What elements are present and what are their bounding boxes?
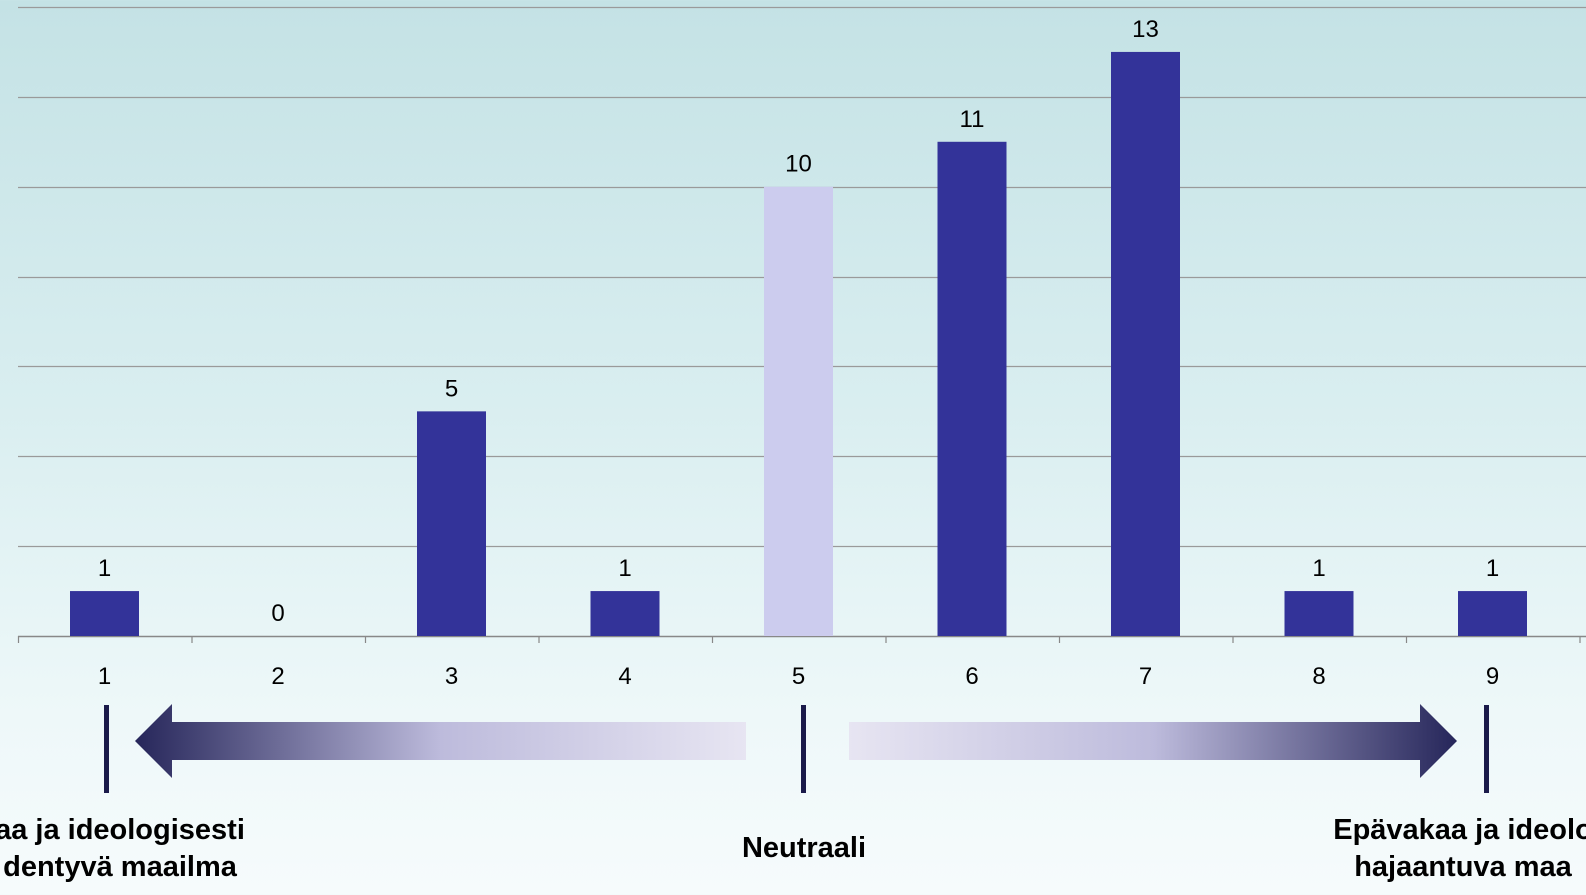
x-tick-label: 3 [445,663,458,690]
x-tick-label: 8 [1312,663,1325,690]
x-tick-label: 2 [271,663,284,690]
bars [70,51,1527,637]
x-tick-label: 1 [98,663,111,690]
bar [1111,51,1180,636]
right-marker [1484,705,1489,793]
data-label: 0 [271,600,284,627]
right-scale-label-line-2: hajaantuva maa [1354,851,1572,883]
left-scale-label-line-2: dentyvä maailma [3,851,237,883]
data-label: 1 [618,555,631,582]
left-scale-label: aa ja ideologisesti dentyvä maailma [0,812,280,886]
x-tick-label: 5 [792,663,805,690]
bar [937,141,1007,637]
data-label: 1 [1312,555,1325,582]
x-tick-label: 9 [1486,663,1499,690]
left-arrow [135,704,746,778]
bar [1458,591,1527,636]
right-scale-label-line-1: Epävakaa ja ideolo [1333,814,1586,846]
bar [1284,591,1354,636]
x-axis [17,635,1586,643]
bar [70,591,139,636]
data-label: 10 [785,151,812,178]
bar [590,591,660,636]
neutral-label: Neutraali [741,832,867,864]
left-marker [104,705,109,793]
data-label: 11 [960,106,985,133]
x-tick-labels: 1 2 3 4 5 6 7 8 9 [98,663,1499,690]
x-tick-label: 4 [618,663,631,690]
right-scale-label: Epävakaa ja ideolo hajaantuva maa [1283,812,1586,886]
left-scale-label-line-1: aa ja ideologisesti [0,814,245,846]
scale-arrows [104,704,1489,793]
data-label: 1 [1486,555,1499,582]
x-tick-label: 6 [965,663,978,690]
data-label: 1 [98,555,111,582]
x-tick-label: 7 [1139,663,1152,690]
middle-marker [801,705,806,793]
right-arrow [849,704,1457,778]
data-label: 5 [445,375,458,402]
bar [764,186,833,636]
data-label: 13 [1132,16,1159,43]
bar [417,411,486,636]
